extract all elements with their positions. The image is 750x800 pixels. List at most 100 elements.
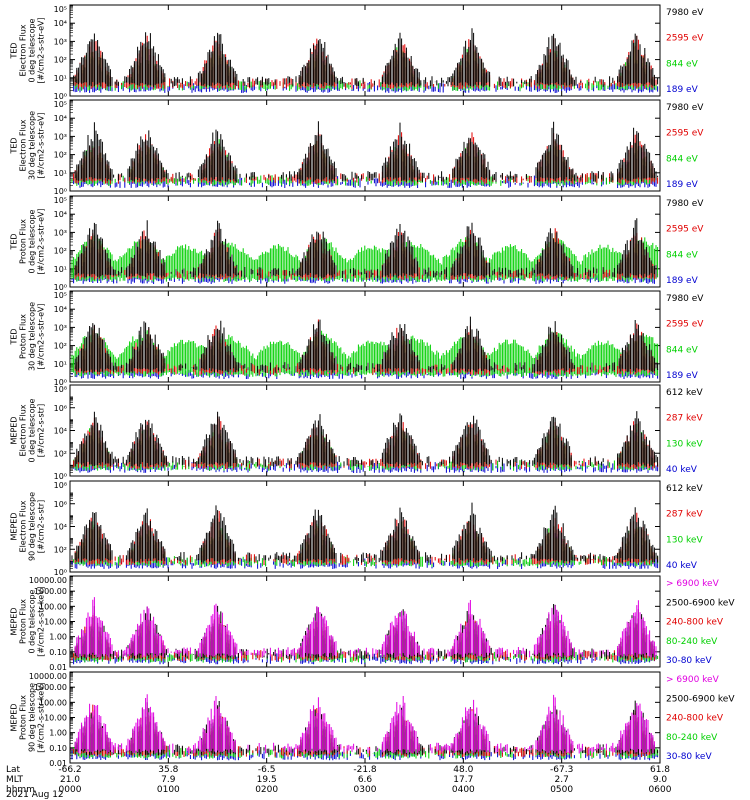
x-tick-label: 19.5 [257, 775, 277, 785]
series-trace [75, 411, 657, 467]
series-trace [74, 36, 656, 89]
panel-3: 10⁰10¹10²10³10⁴10⁵TEDProton Flux0 deg te… [10, 196, 705, 292]
legend-entry: 287 keV [666, 510, 703, 520]
x-tick-label: 0500 [550, 785, 573, 795]
y-axis-label-line: 30 deg telescope [28, 111, 37, 180]
data-traces [72, 597, 658, 664]
x-tick-label: 0200 [255, 785, 278, 795]
y-axis-label-line: [#/cm2-s-str-eV] [37, 208, 46, 274]
y-axis-label-line: [#/cm2-s-str-eV] [37, 112, 46, 178]
legend-entry: 240-800 keV [666, 618, 724, 628]
y-tick-label: 10⁵ [54, 5, 67, 14]
legend-entry: 40 keV [666, 465, 698, 475]
legend-entry: 189 eV [666, 276, 699, 286]
legend-entry: 240-800 keV [666, 714, 724, 724]
flux-figure: 10⁰ 10¹ 10² 10³ 10⁴ 10⁵ TED Electron Flux 0 deg … [0, 0, 750, 800]
y-tick-label: 0.10 [49, 744, 67, 753]
y-tick-label: 10⁵ [54, 100, 67, 109]
y-tick-label: 10² [54, 151, 67, 160]
panel-8: 0.010.101.0010.00100.001000.0010000.00ME… [10, 672, 736, 768]
x-axis: Lat-66.235.8-6.5-21.848.0-67.361.8MLT21.… [6, 765, 672, 800]
legend-entry: 130 keV [666, 535, 703, 545]
y-tick-label: 10³ [54, 228, 67, 237]
legend-entry: 7980 eV [666, 8, 704, 18]
data-traces [74, 411, 658, 473]
y-tick-label: 10¹ [54, 360, 67, 369]
y-tick-label: 10⁵ [54, 196, 67, 205]
panel-7: 0.010.101.0010.00100.001000.0010000.00ME… [10, 576, 736, 672]
y-tick-label: 10³ [54, 37, 67, 46]
y-tick-label: 10² [54, 545, 67, 554]
y-axis-label-line: MEPED [10, 513, 19, 541]
series-trace [72, 503, 658, 563]
legend-entry: 189 eV [666, 371, 699, 381]
legend-entry: > 6900 keV [666, 579, 720, 589]
legend-entry: 40 keV [666, 561, 698, 571]
y-axis-label-line: [#/cm2-s-str-eV] [37, 303, 46, 369]
y-axis-label-line: Electron Flux [19, 500, 28, 552]
x-tick-label: -67.3 [550, 765, 573, 775]
y-axis-label-line: 0 deg telescope [28, 589, 37, 653]
legend-entry: 287 keV [666, 414, 703, 424]
y-tick-label: 10² [54, 56, 67, 65]
y-tick-label: 10⁴ [54, 427, 67, 436]
y-axis-label-line: TED [10, 137, 19, 154]
y-tick-label: 10⁰ [54, 472, 67, 481]
y-tick-label: 10000.00 [29, 672, 67, 681]
y-axis-label-line: Proton Flux [19, 219, 28, 264]
y-tick-label: 10⁶ [54, 500, 67, 509]
y-tick-label: 0.10 [49, 648, 67, 657]
date-label: 2021 Aug 12 [6, 790, 64, 800]
data-traces [74, 28, 658, 93]
y-axis-label-line: MEPED [10, 704, 19, 732]
series-trace [74, 28, 658, 87]
y-axis-label-line: Proton Flux [19, 695, 28, 740]
data-traces [72, 317, 658, 379]
x-tick-label: 0600 [649, 785, 672, 795]
x-tick-label: -66.2 [58, 765, 81, 775]
x-tick-label: 0300 [354, 785, 377, 795]
x-row-label: Lat [6, 765, 21, 775]
y-axis-label-line: [#/cm2-s-str] [37, 404, 46, 457]
panel-6: 10⁰10²10⁴10⁶10⁸MEPEDElectron Flux90 deg … [10, 481, 704, 577]
y-axis-label-line: Proton Flux [19, 599, 28, 644]
panel-2: 10⁰10¹10²10³10⁴10⁵TEDElectron Flux30 deg… [10, 100, 705, 196]
legend-entry: 7980 eV [666, 199, 704, 209]
y-tick-label: 10³ [54, 132, 67, 141]
y-tick-label: 10² [54, 449, 67, 458]
x-tick-label: -21.8 [353, 765, 377, 775]
y-tick-label: 10² [54, 247, 67, 256]
legend-entry: 2500-6900 keV [666, 598, 735, 608]
y-axis-label-line: 0 deg telescope [28, 209, 37, 273]
data-traces [72, 218, 658, 284]
y-axis-label-line: MEPED [10, 608, 19, 636]
y-axis-label-line: [#/cm2-s-str-eV] [37, 17, 46, 83]
y-axis-label-line: 90 deg telescope [28, 492, 37, 561]
legend-entry: 844 eV [666, 154, 699, 164]
y-tick-label: 1.00 [49, 633, 67, 642]
y-axis-label-line: Proton Flux [19, 314, 28, 359]
x-tick-label: 48.0 [453, 765, 473, 775]
legend-entry: 189 eV [666, 85, 699, 95]
y-tick-label: 10⁶ [54, 404, 67, 413]
y-axis-label: MEPEDElectron Flux90 deg telescope[#/cm2… [10, 492, 46, 561]
legend-entry: 80-240 keV [666, 733, 718, 743]
legend-entry: 2500-6900 keV [666, 694, 735, 704]
series-trace [72, 694, 654, 753]
y-tick-label: 10⁴ [54, 523, 67, 532]
panel-5: 10⁰10²10⁴10⁶10⁸MEPEDElectron Flux0 deg t… [10, 385, 704, 481]
y-tick-label: 10⁸ [54, 385, 67, 394]
x-tick-label: 0400 [452, 785, 475, 795]
y-axis-label-line: [#/cm2-s-str-keV] [37, 586, 46, 657]
y-tick-label: 10³ [54, 323, 67, 332]
legend-entry: 2595 eV [666, 225, 704, 235]
legend-entry: 7980 eV [666, 103, 704, 113]
series-trace [75, 218, 656, 278]
legend-entry: 189 eV [666, 180, 699, 190]
y-tick-label: 10² [54, 342, 67, 351]
y-axis-label-line: Electron Flux [19, 24, 28, 76]
x-row-label: MLT [6, 775, 24, 785]
y-axis-label: MEPEDProton Flux90 deg telescope[#/cm2-s… [10, 682, 46, 753]
x-tick-label: -6.5 [258, 765, 276, 775]
y-tick-label: 10⁵ [54, 291, 67, 300]
